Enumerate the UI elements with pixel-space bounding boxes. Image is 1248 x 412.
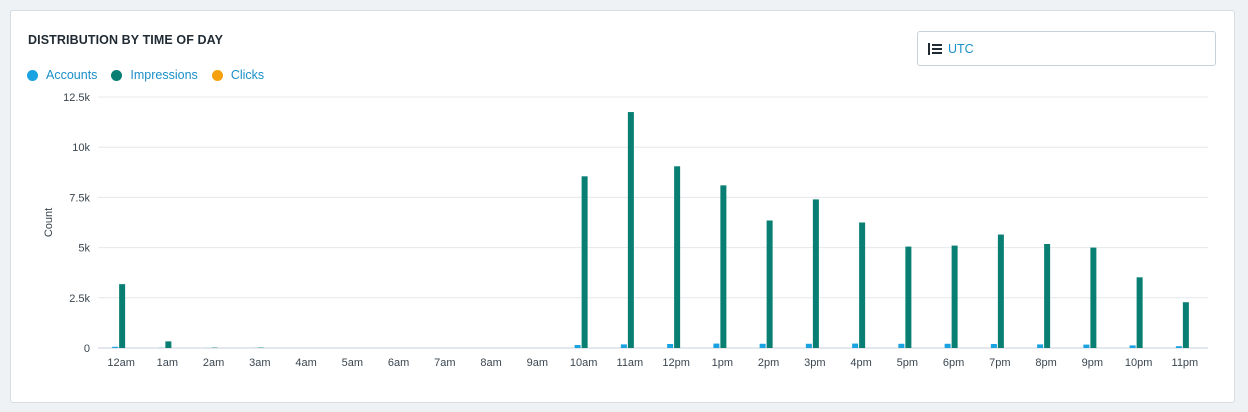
x-tick-label: 4am xyxy=(295,357,316,369)
bar-impressions xyxy=(627,112,634,348)
legend-label-accounts: Accounts xyxy=(46,68,98,82)
bar-accounts xyxy=(574,344,581,348)
x-tick-label: 9pm xyxy=(1082,357,1103,369)
bar-impressions xyxy=(1136,277,1143,348)
timezone-label: UTC xyxy=(948,41,974,56)
chart-legend: Accounts Impressions Clicks xyxy=(27,68,278,82)
x-tick-label: 5am xyxy=(342,357,363,369)
bar-impressions xyxy=(905,246,912,348)
x-tick-label: 10pm xyxy=(1125,357,1153,369)
x-tick-label: 7am xyxy=(434,357,455,369)
bar-accounts xyxy=(620,344,627,348)
x-tick-label: 3pm xyxy=(804,357,825,369)
bar-impressions xyxy=(165,341,172,348)
timezone-selector[interactable]: UTC xyxy=(917,31,1216,66)
bar-impressions xyxy=(1044,243,1051,348)
y-axis-label: Count xyxy=(43,208,55,237)
bar-impressions xyxy=(812,199,819,348)
x-tick-label: 6pm xyxy=(943,357,964,369)
bar-impressions xyxy=(1182,302,1189,348)
legend-dot-clicks xyxy=(211,69,223,81)
x-tick-label: 1am xyxy=(157,357,178,369)
legend-item-accounts[interactable]: Accounts xyxy=(27,68,97,82)
x-tick-label: 1pm xyxy=(712,357,733,369)
bar-impressions xyxy=(766,220,773,348)
bar-impressions xyxy=(997,234,1004,348)
x-tick-label: 11pm xyxy=(1172,357,1199,369)
x-tick-label: 8pm xyxy=(1035,357,1056,369)
y-tick-label: 10k xyxy=(72,142,90,154)
bar-accounts xyxy=(1083,344,1090,348)
bar-impressions xyxy=(720,185,727,348)
bar-accounts xyxy=(805,343,812,348)
bar-accounts xyxy=(852,343,859,348)
y-tick-label: 7.5k xyxy=(69,192,90,204)
bar-accounts xyxy=(1129,345,1136,348)
x-tick-label: 7pm xyxy=(989,357,1010,369)
x-tick-label: 4pm xyxy=(850,357,871,369)
sort-lines-icon xyxy=(928,42,942,55)
x-tick-label: 5pm xyxy=(897,357,918,369)
bar-chart: 0 2.5k 5k 7.5k 10k 12.5k Count 12am 1am 2am 3am 4am… xyxy=(43,92,1208,369)
bar-accounts xyxy=(1175,346,1182,348)
bar-accounts xyxy=(759,343,766,348)
bar-accounts xyxy=(990,343,997,348)
legend-dot-accounts xyxy=(27,69,38,81)
y-tick-label: 12.5k xyxy=(63,92,90,104)
x-tick-label: 12pm xyxy=(662,357,690,369)
bar-accounts xyxy=(1037,344,1044,348)
bar-accounts xyxy=(713,343,720,348)
x-tick-label: 2pm xyxy=(758,357,779,369)
bar-impressions xyxy=(581,176,588,348)
x-tick-label: 6am xyxy=(388,357,409,369)
x-tick-label: 3am xyxy=(249,357,270,369)
y-tick-label: 0 xyxy=(84,343,90,355)
bar-impressions xyxy=(1090,247,1097,348)
bar-impressions xyxy=(119,284,126,348)
x-tick-label: 11am xyxy=(617,357,644,369)
bar-accounts xyxy=(112,346,119,348)
x-tick-label: 8am xyxy=(480,357,501,369)
x-tick-label: 12am xyxy=(107,357,135,369)
card-title: DISTRIBUTION BY TIME OF DAY xyxy=(28,33,224,47)
legend-item-impressions[interactable]: Impressions xyxy=(111,68,198,82)
y-tick-label: 5k xyxy=(78,243,90,255)
legend-item-clicks[interactable]: Clicks xyxy=(211,68,265,82)
x-tick-label: 10am xyxy=(570,357,598,369)
bar-accounts xyxy=(944,343,951,348)
bar-impressions xyxy=(674,166,681,348)
bar-impressions xyxy=(859,222,866,348)
legend-dot-impressions xyxy=(111,69,123,81)
bar-accounts xyxy=(898,343,905,348)
legend-label-clicks: Clicks xyxy=(230,68,265,82)
x-tick-label: 2am xyxy=(203,357,224,369)
legend-label-impressions: Impressions xyxy=(130,68,198,82)
y-tick-label: 2.5k xyxy=(69,293,90,305)
x-tick-label: 9am xyxy=(527,357,548,369)
bar-impressions xyxy=(951,245,958,348)
distribution-card: DISTRIBUTION BY TIME OF DAY Accounts Imp… xyxy=(10,10,1235,403)
bar-accounts xyxy=(667,343,674,348)
